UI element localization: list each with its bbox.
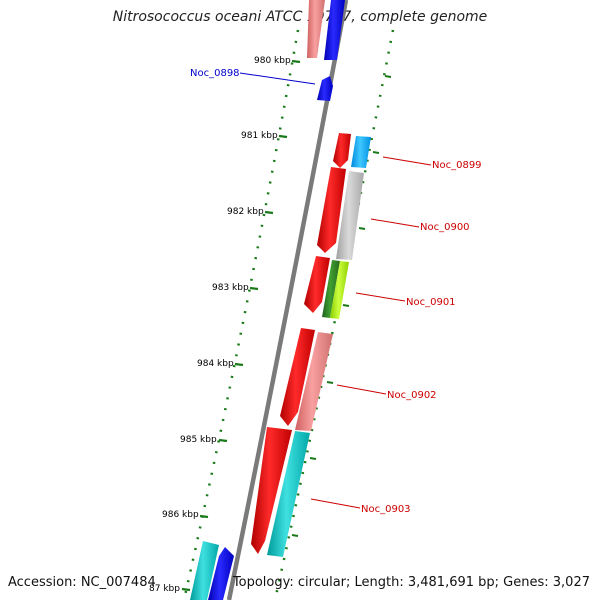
tick-987 (181, 587, 191, 592)
tick-986 (199, 514, 209, 519)
gene-noc-0902[interactable] (295, 332, 333, 431)
outer-ring-ticks (291, 75, 392, 537)
tick-982 (264, 210, 274, 215)
gene-label-noc-0903[interactable]: Noc_0903 (361, 504, 411, 515)
tick-983 (249, 286, 259, 291)
gene-label-noc-0900[interactable]: Noc_0900 (420, 222, 470, 233)
gene-label-noc-0902[interactable]: Noc_0902 (387, 390, 437, 401)
tick-label-986: 986 kbp (162, 510, 199, 520)
gene-blue-top[interactable] (324, 0, 345, 60)
gene-noc-0901-b[interactable] (330, 261, 349, 319)
gene-label-noc-0899[interactable]: Noc_0899 (432, 160, 482, 171)
outer-scale-ring (273, 29, 395, 600)
gene-noc-0899[interactable] (351, 136, 371, 168)
accession-text: Accession: NC_007484 (8, 575, 156, 590)
gene-noc-0899-reverse[interactable] (333, 133, 351, 168)
tick-label-987: 87 kbp (149, 584, 180, 594)
tick-label-984: 984 kbp (197, 359, 234, 369)
gene-noc-0901-a[interactable] (322, 260, 340, 318)
tick-980 (291, 59, 301, 64)
gene-noc-0900[interactable] (336, 171, 364, 260)
scale-ticks (181, 59, 301, 592)
tick-label-981: 981 kbp (241, 131, 278, 141)
inner-scale-ring (182, 29, 300, 600)
gene-noc-0900-reverse[interactable] (317, 167, 346, 253)
gene-noc-0898[interactable] (317, 76, 333, 101)
tick-label-983: 983 kbp (212, 283, 249, 293)
gene-noc-0901-reverse[interactable] (304, 256, 330, 313)
map-title: Nitrosococcus oceani ATCC 19707, complet… (112, 9, 488, 25)
gene-pink-top[interactable] (307, 0, 325, 58)
gene-noc-0903[interactable] (267, 431, 310, 557)
gene-noc-0902-reverse[interactable] (280, 328, 315, 426)
gene-label-noc-0898[interactable]: Noc_0898 (190, 68, 240, 79)
gene-blue-bottom[interactable] (208, 547, 234, 600)
tick-label-980: 980 kbp (254, 56, 291, 66)
tick-label-985: 985 kbp (180, 435, 217, 445)
tick-984 (234, 362, 244, 367)
gene-label-noc-0901[interactable]: Noc_0901 (406, 297, 456, 308)
tick-label-982: 982 kbp (227, 207, 264, 217)
topology-text: Topology: circular; Length: 3,481,691 bp… (232, 575, 590, 590)
gene-cyan-bottom[interactable] (190, 541, 219, 600)
tick-981 (278, 134, 288, 139)
gene-noc-0903-reverse[interactable] (251, 427, 292, 554)
tick-985 (218, 438, 228, 443)
gene-leader-lines (239, 72, 432, 509)
